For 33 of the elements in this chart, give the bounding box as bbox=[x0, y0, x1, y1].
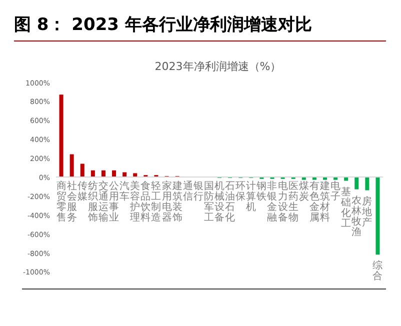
xtick: 公用事业 bbox=[109, 181, 120, 224]
xtick: 有色金属 bbox=[309, 181, 320, 224]
xtick: 非银金融 bbox=[267, 181, 278, 224]
xtick: 电力设备 bbox=[278, 181, 288, 224]
xtick: 社会服务 bbox=[66, 181, 77, 224]
xtick: 房地产 bbox=[362, 196, 372, 228]
xtick: 机械设备 bbox=[214, 181, 224, 224]
xtick: 银行 bbox=[193, 181, 204, 202]
xtick: 交通运输 bbox=[98, 181, 108, 224]
xtick: 建筑材料 bbox=[320, 181, 330, 224]
title: 图 8： 2023 年各行业净利润增速对比 bbox=[14, 15, 312, 35]
xtick: 美容护理 bbox=[130, 181, 140, 224]
xtick: 基础化工 bbox=[341, 186, 352, 230]
xtick: 传媒 bbox=[77, 181, 88, 202]
xtick: 医药生物 bbox=[288, 181, 298, 224]
xtick: 国防军工 bbox=[204, 181, 214, 224]
xtick: 综合 bbox=[372, 260, 383, 282]
xtick: 电子 bbox=[330, 181, 341, 202]
xtick: 商贸零售 bbox=[56, 181, 66, 224]
xtick: 农林牧渔 bbox=[352, 195, 362, 238]
xtick: 食品饮料 bbox=[140, 181, 151, 224]
subtitle: 2023年净利润增速（%） bbox=[154, 60, 282, 73]
xtick: 汽车 bbox=[120, 181, 130, 202]
xtick: 煤炭 bbox=[298, 181, 309, 202]
xtick: 通信 bbox=[182, 181, 193, 202]
xtick: 家用电器 bbox=[162, 181, 172, 224]
xtick: 纺织服饰 bbox=[88, 181, 98, 224]
xtick: 轻工制造 bbox=[151, 181, 162, 224]
xtick: 计算机 bbox=[246, 181, 256, 213]
xtick: 钢铁 bbox=[256, 181, 267, 202]
xtick: 石油石化 bbox=[225, 181, 236, 224]
xtick: 环保 bbox=[236, 181, 246, 202]
xtick: 建筑装饰 bbox=[172, 181, 182, 224]
